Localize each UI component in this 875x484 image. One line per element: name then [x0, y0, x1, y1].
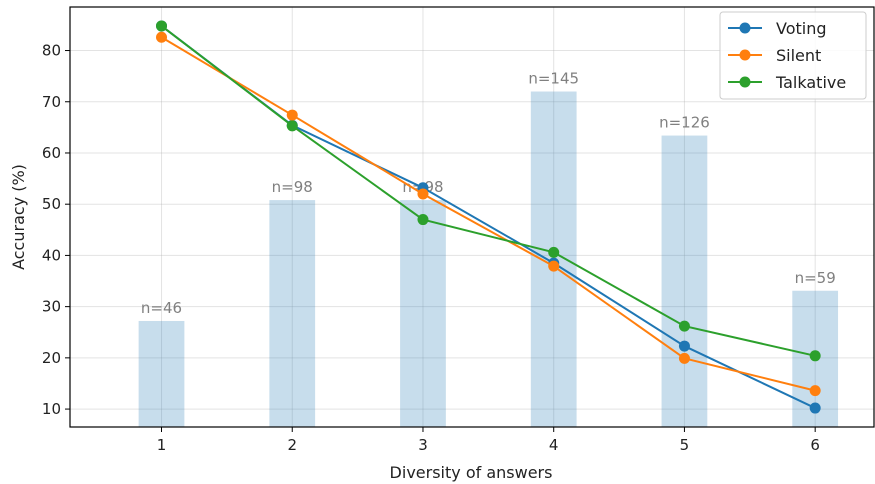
legend-marker	[739, 22, 751, 34]
y-axis-label: Accuracy (%)	[9, 164, 28, 270]
series-talkative	[156, 20, 821, 362]
count-label: n=46	[141, 299, 182, 317]
series-line	[161, 36, 816, 392]
y-tick-label: 50	[42, 195, 61, 213]
legend-marker	[739, 76, 751, 88]
count-bar	[138, 320, 185, 427]
count-bars	[138, 91, 839, 427]
x-tick-label: 4	[549, 436, 559, 454]
data-point	[809, 402, 821, 414]
x-tick-label: 2	[287, 436, 297, 454]
y-tick-label: 80	[42, 42, 61, 60]
count-label: n=59	[795, 269, 836, 287]
data-point	[417, 214, 429, 226]
y-tick-label: 30	[42, 298, 61, 316]
data-point	[678, 320, 690, 332]
count-bar	[269, 200, 316, 427]
x-axis-label: Diversity of answers	[390, 463, 553, 482]
count-bar	[400, 200, 446, 427]
data-point	[678, 352, 690, 364]
data-point	[809, 350, 821, 362]
data-point	[286, 109, 298, 121]
count-label: n=145	[528, 70, 579, 88]
data-point	[156, 20, 168, 32]
legend-label: Voting	[776, 19, 827, 38]
x-tick-label: 5	[680, 436, 690, 454]
x-tick-label: 1	[157, 436, 167, 454]
series-silent	[156, 31, 821, 397]
y-tick-label: 70	[42, 93, 61, 111]
x-tick-label: 3	[418, 436, 428, 454]
data-point	[548, 260, 560, 272]
y-tick-label: 60	[42, 144, 61, 162]
plot-frame	[69, 6, 875, 428]
data-point	[156, 31, 168, 43]
y-tick-label: 20	[42, 349, 61, 367]
accuracy-series	[156, 20, 821, 414]
data-point	[809, 385, 821, 397]
series-line	[160, 25, 816, 409]
count-bar	[661, 135, 708, 427]
legend: Voting Silent Talkative	[719, 11, 867, 100]
count-label: n=126	[659, 114, 710, 132]
data-point	[678, 340, 690, 352]
legend-label: Talkative	[775, 73, 846, 92]
axis-ticks: 1 2 3 4 5 6 10 20 30 40 50 60 70 80	[42, 42, 820, 454]
count-label: n=98	[272, 178, 313, 196]
x-tick-label: 6	[810, 436, 820, 454]
y-tick-label: 40	[42, 246, 61, 264]
data-point	[286, 120, 298, 132]
legend-marker	[739, 49, 751, 61]
legend-label: Silent	[776, 46, 821, 65]
legend-frame	[719, 11, 867, 100]
data-point	[548, 246, 560, 258]
data-point	[417, 188, 429, 200]
y-tick-label: 10	[42, 400, 61, 418]
series-line	[160, 25, 816, 357]
